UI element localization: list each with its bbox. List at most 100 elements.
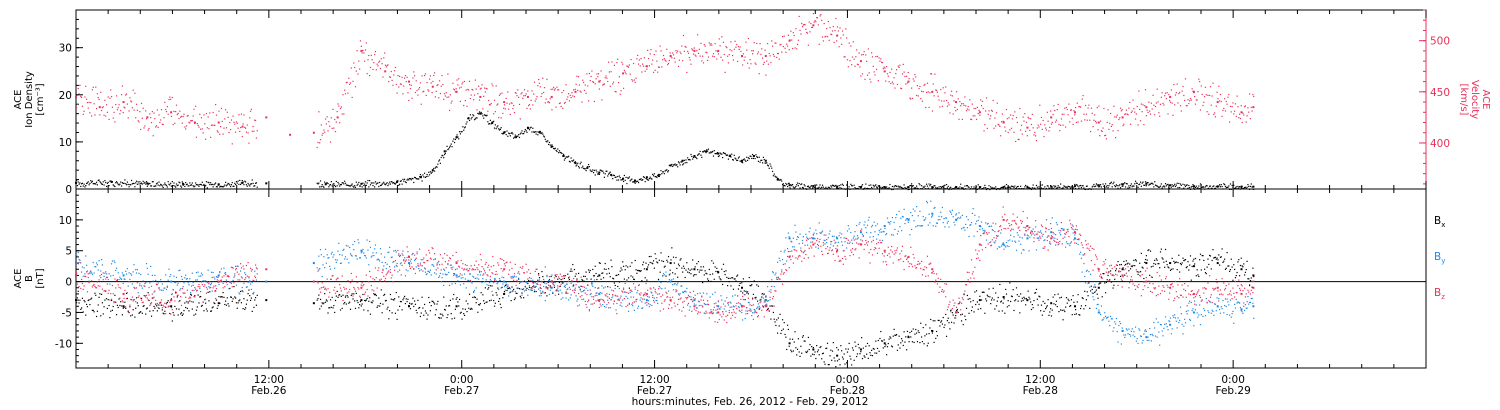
series-dot [627, 177, 629, 179]
series-dot [632, 62, 635, 65]
series-dot [78, 183, 80, 185]
series-dot [928, 106, 930, 109]
series-dot [864, 78, 866, 80]
Bx-dot [359, 300, 362, 303]
By-dot [317, 270, 319, 272]
By-dot [115, 269, 117, 271]
series-dot [90, 181, 93, 183]
By-dot [507, 284, 509, 286]
Bx-point [669, 262, 672, 265]
series-dot [369, 184, 372, 186]
Bx-dot [742, 278, 745, 280]
series-dot [906, 75, 908, 77]
Bx-dot [945, 335, 948, 337]
By-dot [530, 277, 532, 280]
series-dot [563, 89, 565, 92]
series-dot [404, 77, 406, 79]
By-dot [177, 282, 179, 284]
Bx-dot [782, 328, 784, 330]
Bx-dot [664, 265, 666, 267]
series-dot [1090, 107, 1093, 109]
Bx-dot [683, 267, 685, 270]
series-dot [631, 178, 633, 180]
By-dot [574, 287, 576, 289]
By-point [170, 280, 173, 283]
series-dot [699, 150, 701, 153]
By-dot [415, 266, 417, 268]
series-dot [645, 65, 647, 67]
Bx-dot [1043, 310, 1045, 312]
Bx-dot [1246, 260, 1248, 262]
series-dot [169, 96, 171, 98]
series-dot [779, 179, 781, 181]
series-dot [686, 71, 688, 74]
series-dot [438, 80, 441, 82]
series-dot [185, 181, 187, 184]
series-dot [544, 138, 546, 140]
series-dot [94, 182, 96, 185]
series-dot [175, 104, 178, 106]
By-dot [197, 271, 199, 273]
Bx-dot [988, 288, 990, 290]
series-dot [657, 71, 659, 73]
Bx-dot [827, 364, 829, 366]
series-dot [1136, 182, 1138, 184]
series-dot [419, 173, 422, 176]
series-dot [1124, 113, 1126, 116]
series-dot [145, 181, 148, 183]
series-dot [951, 188, 953, 190]
series-dot [707, 56, 710, 58]
Bx-dot [1218, 254, 1220, 256]
By-dot [473, 289, 476, 292]
series-dot [794, 186, 796, 189]
By-dot [215, 285, 217, 287]
By-dot [485, 279, 487, 281]
series-dot [571, 92, 573, 94]
series-dot [820, 13, 822, 16]
series-dot [409, 178, 412, 180]
series-dot [448, 148, 450, 150]
Bx-dot [115, 314, 118, 316]
Bx-dot [932, 320, 934, 322]
series-dot [1208, 187, 1210, 189]
series-dot [1181, 90, 1183, 92]
Bx-dot [747, 293, 750, 295]
Bx-dot [700, 266, 702, 268]
By-dot [641, 307, 643, 309]
series-dot [1240, 187, 1242, 189]
series-dot [200, 128, 202, 130]
Bx-dot [995, 292, 997, 294]
series-dot [889, 71, 891, 74]
series-dot [429, 75, 432, 77]
Bx-dot [735, 280, 737, 282]
series-dot [666, 48, 668, 50]
By-dot [429, 269, 432, 271]
series-dot [367, 59, 369, 61]
series-dot [175, 110, 177, 113]
By-dot [109, 283, 111, 285]
By-dot [173, 275, 175, 277]
Bx-dot [462, 308, 464, 310]
series-dot [636, 58, 638, 60]
Bx-dot [448, 305, 451, 307]
series-dot [769, 163, 771, 165]
Bx-dot [580, 285, 582, 287]
series-dot [518, 136, 521, 139]
series-dot [1133, 185, 1135, 187]
series-dot [511, 102, 513, 104]
Bx-dot [630, 275, 632, 277]
series-dot [1050, 187, 1053, 190]
Bx-dot [404, 302, 407, 305]
series-dot [136, 183, 138, 185]
series-dot [1080, 186, 1083, 189]
series-dot [872, 184, 874, 186]
left-tick-label: -5 [62, 307, 72, 319]
Bx-dot [776, 332, 779, 334]
series-dot [1097, 129, 1099, 131]
By-dot [171, 293, 173, 295]
series-dot [334, 184, 336, 187]
Bx-dot [915, 332, 918, 334]
By-dot [235, 284, 238, 286]
series-dot [922, 186, 924, 188]
series-dot [251, 179, 253, 181]
